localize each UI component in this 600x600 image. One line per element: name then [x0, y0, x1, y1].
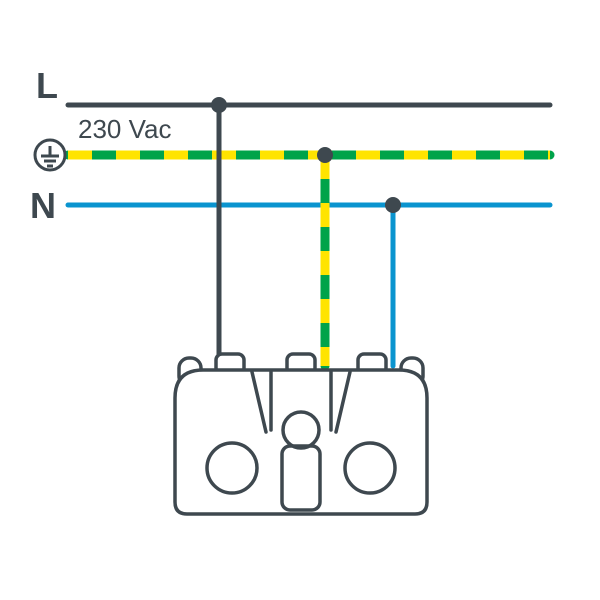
- node-L: [211, 97, 227, 113]
- label-L: L: [36, 65, 58, 106]
- socket: [175, 354, 427, 514]
- node-PE: [317, 147, 333, 163]
- wiring-diagram: L 230 Vac N: [0, 0, 600, 600]
- socket-body: [175, 370, 427, 514]
- label-voltage: 230 Vac: [78, 114, 171, 144]
- node-N: [385, 197, 401, 213]
- label-N: N: [30, 185, 56, 226]
